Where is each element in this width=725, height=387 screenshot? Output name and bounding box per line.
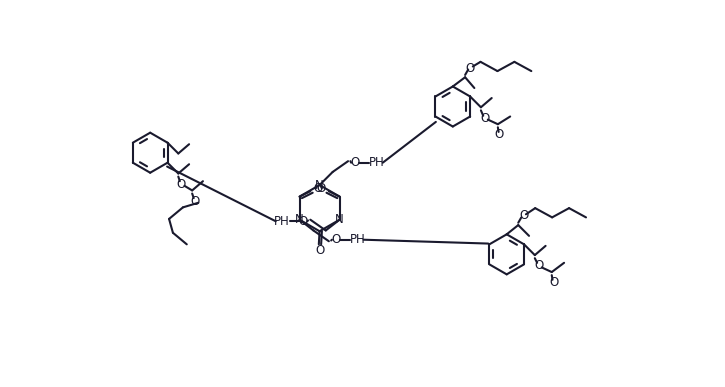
Text: O: O: [191, 195, 200, 208]
Text: PH: PH: [349, 233, 365, 246]
Text: PH: PH: [369, 156, 384, 169]
Text: N: N: [335, 213, 344, 226]
Text: O: O: [550, 276, 559, 289]
Text: O: O: [315, 244, 324, 257]
Text: O: O: [299, 215, 308, 228]
Text: O: O: [465, 62, 474, 75]
Text: N: N: [295, 213, 304, 226]
Text: O: O: [317, 182, 326, 195]
Text: N: N: [315, 178, 324, 192]
Text: O: O: [494, 128, 504, 142]
Text: O: O: [331, 233, 341, 246]
Text: O: O: [519, 209, 529, 223]
Text: PH: PH: [274, 215, 290, 228]
Text: O: O: [313, 182, 323, 195]
Text: O: O: [535, 259, 544, 272]
Text: O: O: [350, 156, 360, 169]
Text: O: O: [480, 111, 489, 125]
Text: O: O: [177, 178, 186, 191]
